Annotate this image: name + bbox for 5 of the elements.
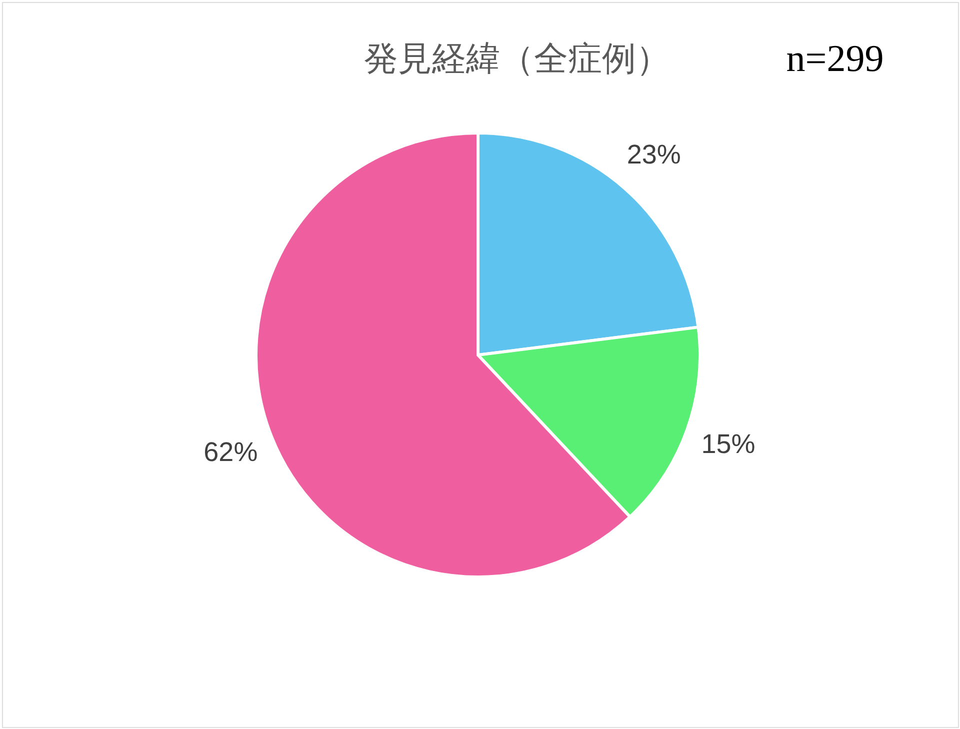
chart-title: 発見経緯（全症例） bbox=[364, 39, 670, 79]
text: n=299 bbox=[786, 38, 884, 80]
data-label: 62% bbox=[204, 436, 258, 467]
data-label: 23% bbox=[626, 139, 681, 170]
data-label: 15% bbox=[701, 429, 756, 460]
